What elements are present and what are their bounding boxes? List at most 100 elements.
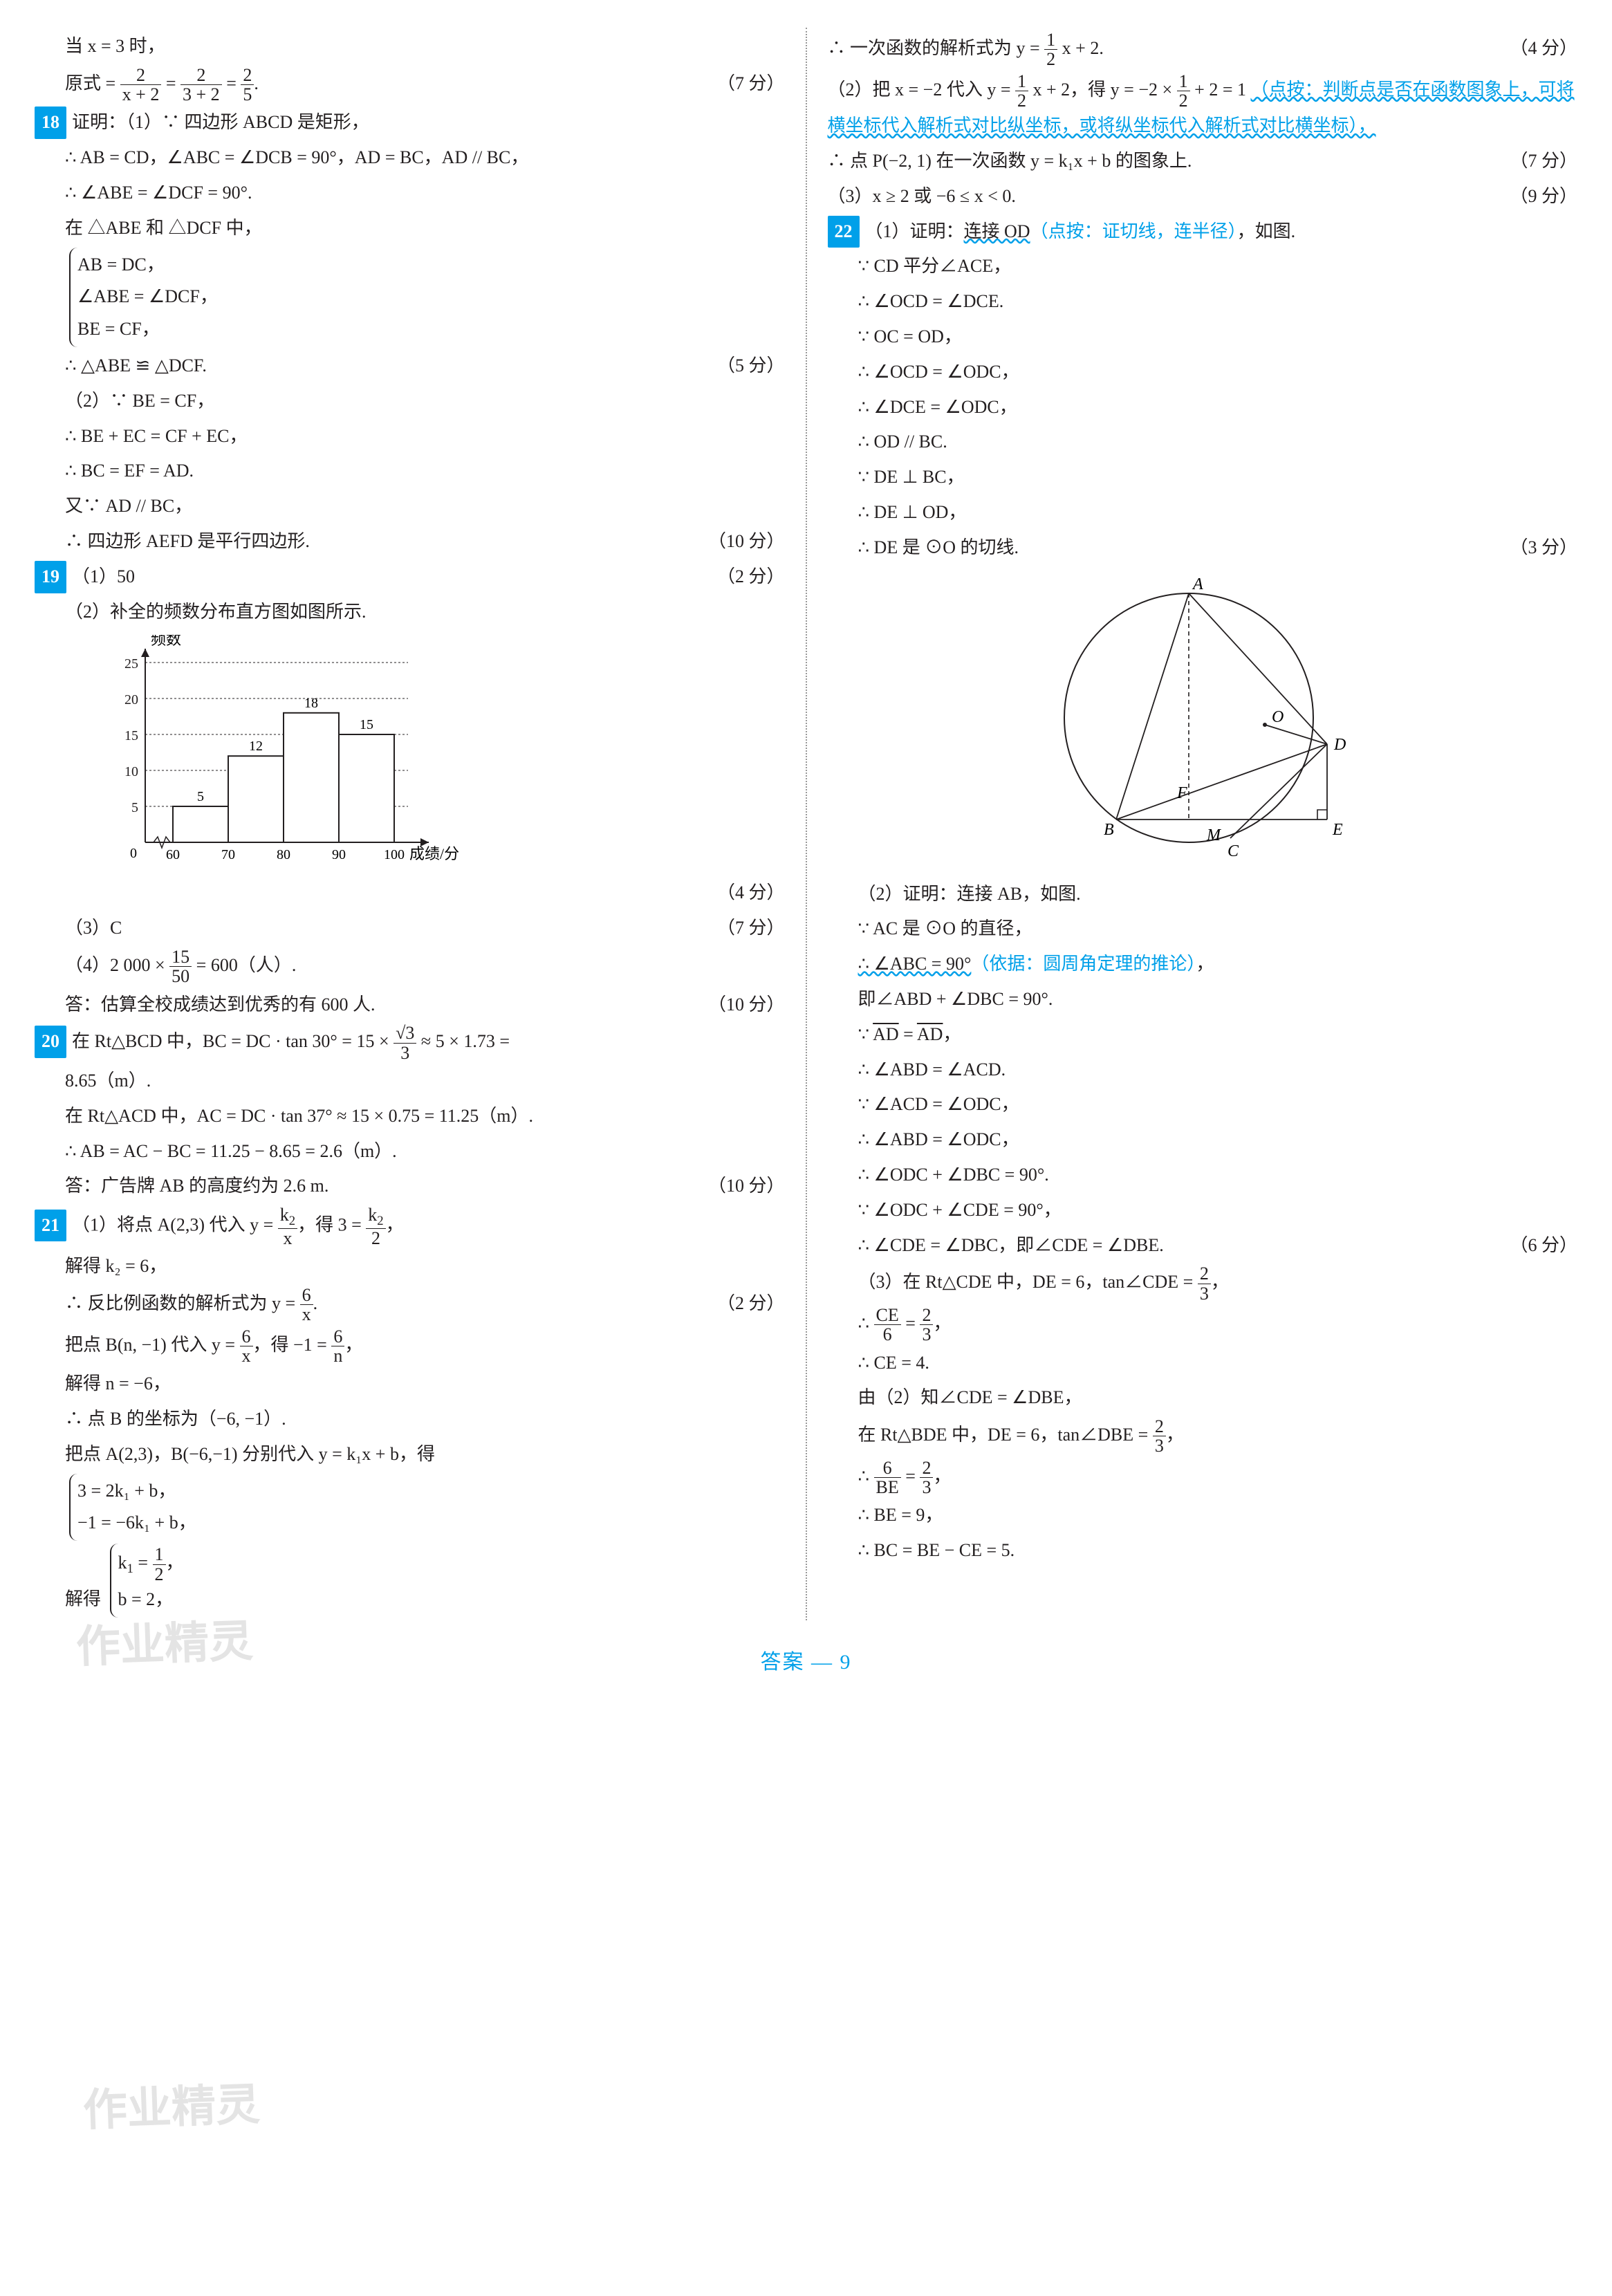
text: ∴ 6BE = 23，: [858, 1459, 1578, 1497]
math-line: ∵ ∠ACD = ∠ODC，: [828, 1089, 1578, 1121]
math-line: ∴ OD // BC.: [828, 426, 1578, 459]
text: ∴ BC = EF = AD.: [65, 455, 785, 488]
math-line: ∴ ∠ABC = 90°（依据：圆周角定理的推论），: [828, 948, 1578, 981]
math-line: ∴ CE = 4.: [828, 1347, 1578, 1380]
hint-text: （依据：圆周角定理的推论）: [971, 954, 1196, 974]
math-line: ∴ AB = CD，∠ABC = ∠DCB = 90°，AD = BC，AD /…: [35, 142, 785, 174]
text: ∴ 一次函数的解析式为 y = 12 x + 2.: [828, 30, 1498, 69]
math-line: 把点 B(n, −1) 代入 y = 6x，得 −1 = 6n，: [35, 1327, 785, 1366]
text: （3）C: [65, 912, 705, 945]
math-line: 在 △ABE 和 △DCF 中，: [35, 212, 785, 245]
math-line: （3）在 Rt△CDE 中，DE = 6，tan∠CDE = 23，: [828, 1264, 1578, 1303]
text: ∵ OC = OD，: [858, 321, 1578, 353]
math-line: 18证明：（1）∵ 四边形 ABCD 是矩形，: [35, 107, 785, 139]
text: 证明：（1）∵ 四边形 ABCD 是矩形，: [72, 107, 785, 139]
score: （9 分）: [1510, 180, 1577, 213]
text: ∴ ∠OCD = ∠DCE.: [858, 286, 1578, 318]
math-line: ∵ AD = AD，: [828, 1019, 1578, 1051]
svg-text:5: 5: [197, 789, 204, 804]
math-line: 又∵ AD // BC，: [35, 490, 785, 523]
score: （4 分）: [1510, 33, 1577, 65]
math-line: ∴ BE + EC = CF + EC，: [35, 420, 785, 453]
text: 在 Rt△ACD 中，AC = DC · tan 37° ≈ 15 × 0.75…: [65, 1100, 785, 1133]
math-line: ∴ 四边形 AEFD 是平行四边形.（10 分）: [35, 526, 785, 558]
text: ∴ OD // BC.: [858, 426, 1578, 459]
svg-text:60: 60: [166, 847, 180, 862]
left-column: 作业精灵 作业精灵 当 x = 3 时， 原式 = 2x + 2 = 23 + …: [35, 28, 785, 1620]
hint-text: （点按：证切线，连半径）: [1030, 221, 1237, 241]
score: （7 分）: [1510, 145, 1577, 178]
math-line: 解得 k₂ = 6，: [35, 1250, 785, 1283]
text: （2）把 x = −2 代入 y = 12 x + 2，得 y = −2 × 1…: [828, 72, 1578, 142]
score: （10 分）: [708, 1170, 785, 1203]
math-line: ∵ ∠ODC + ∠CDE = 90°，: [828, 1194, 1578, 1227]
text: ∴ AB = AC − BC = 11.25 − 8.65 = 2.6（m）.: [65, 1136, 785, 1168]
text: ∴ BC = BE − CE = 5.: [858, 1535, 1578, 1567]
brace-line: AB = DC，: [77, 249, 218, 281]
math-line: （3）x ≥ 2 或 −6 ≤ x < 0. （9 分）: [828, 180, 1578, 213]
math-line: ∴ ∠DCE = ∠ODC，: [828, 391, 1578, 424]
math-line: 20在 Rt△BCD 中，BC = DC · tan 30° = 15 × √3…: [35, 1024, 785, 1062]
svg-text:成绩/分: 成绩/分: [409, 845, 459, 862]
brace-line: BE = CF，: [77, 313, 218, 346]
math-line: （4 分）: [35, 877, 785, 909]
page: 作业精灵 作业精灵 当 x = 3 时， 原式 = 2x + 2 = 23 + …: [35, 28, 1577, 1620]
svg-text:O: O: [1272, 708, 1284, 726]
text: ∴ DE 是 ⊙O 的切线.: [858, 532, 1498, 564]
svg-text:100: 100: [384, 847, 405, 862]
math-line: ∴ 点 B 的坐标为（−6, −1）.: [35, 1403, 785, 1436]
math-line: ∴ 反比例函数的解析式为 y = 6x.（2 分）: [35, 1286, 785, 1324]
math-line: （4）2 000 × 1550 = 600（人）.: [35, 947, 785, 986]
svg-text:25: 25: [124, 656, 138, 672]
text: ∴ DE ⊥ OD，: [858, 497, 1578, 529]
text: ∴ ∠ODC + ∠DBC = 90°.: [858, 1159, 1578, 1192]
math-line: （3）C（7 分）: [35, 912, 785, 945]
text: ∵ ∠ODC + ∠CDE = 90°，: [858, 1194, 1578, 1227]
text: 答：估算全校成绩达到优秀的有 600 人.: [65, 989, 696, 1021]
text: ∴ ∠ABD = ∠ACD.: [858, 1054, 1578, 1086]
text: 即∠ABD + ∠DBC = 90°.: [858, 983, 1578, 1016]
score: （7 分）: [717, 68, 785, 100]
svg-text:频数: 频数: [151, 635, 181, 648]
text: （1）将点 A(2,3) 代入 y = k2x，得 3 = k22，: [72, 1205, 785, 1248]
math-line: 解得 n = −6，: [35, 1368, 785, 1400]
text: （2）补全的频数分布直方图如图所示.: [65, 596, 785, 629]
text: （3）x ≥ 2 或 −6 ≤ x < 0.: [828, 180, 1498, 213]
math-line: ∴ ∠ABD = ∠ODC，: [828, 1124, 1578, 1156]
math-line: 在 Rt△BDE 中，DE = 6，tan∠DBE = 23，: [828, 1417, 1578, 1456]
brace-group: 3 = 2k₁ + b， −1 = −6k₁ + b，: [69, 1474, 196, 1542]
brace-group: AB = DC， ∠ABE = ∠DCF， BE = CF，: [69, 248, 218, 347]
text: 在 Rt△BDE 中，DE = 6，tan∠DBE = 23，: [858, 1417, 1578, 1456]
text: ∴ BE = 9，: [858, 1499, 1578, 1532]
text: 把点 A(2,3)，B(−6,−1) 分别代入 y = k₁x + b，得: [65, 1438, 785, 1471]
circle-diagram: AODBCEFM: [1023, 573, 1382, 870]
brace-line: ∠ABE = ∠DCF，: [77, 281, 218, 313]
math-line: 在 Rt△ACD 中，AC = DC · tan 37° ≈ 15 × 0.75…: [35, 1100, 785, 1133]
svg-text:10: 10: [124, 764, 138, 779]
svg-text:12: 12: [249, 739, 263, 754]
math-line: （2）把 x = −2 代入 y = 12 x + 2，得 y = −2 × 1…: [828, 72, 1578, 142]
svg-text:15: 15: [124, 728, 138, 743]
text: ∵ AC 是 ⊙O 的直径，: [858, 913, 1578, 945]
math-line: ∴ ∠OCD = ∠DCE.: [828, 286, 1578, 318]
text: （2）证明：连接 AB，如图.: [858, 878, 1578, 911]
math-line: （2）证明：连接 AB，如图.: [828, 878, 1578, 911]
svg-text:F: F: [1176, 784, 1187, 802]
math-line: ∴ △ABE ≌ △DCF.（5 分）: [35, 350, 785, 382]
column-divider: [806, 28, 807, 1620]
svg-text:0: 0: [130, 846, 137, 861]
math-line: 答：估算全校成绩达到优秀的有 600 人.（10 分）: [35, 989, 785, 1021]
text: ∴ 点 P(−2, 1) 在一次函数 y = k₁x + b 的图象上.: [828, 145, 1498, 178]
watermark: 作业精灵: [82, 2065, 261, 2151]
text: ∵ CD 平分∠ACE，: [858, 250, 1578, 283]
math-line: ∴ DE ⊥ OD，: [828, 497, 1578, 529]
math-line: ∵ CD 平分∠ACE，: [828, 250, 1578, 283]
text: ∴ 点 B 的坐标为（−6, −1）.: [65, 1403, 785, 1436]
svg-text:M: M: [1206, 826, 1222, 844]
text: （4）2 000 × 1550 = 600（人）.: [65, 947, 785, 986]
score: （6 分）: [1510, 1230, 1577, 1262]
text: ∵ ∠ACD = ∠ODC，: [858, 1089, 1578, 1121]
text: ∵ AD = AD，: [858, 1019, 1578, 1051]
math-line: （2）∵ BE = CF，: [35, 385, 785, 418]
svg-text:D: D: [1333, 736, 1346, 754]
